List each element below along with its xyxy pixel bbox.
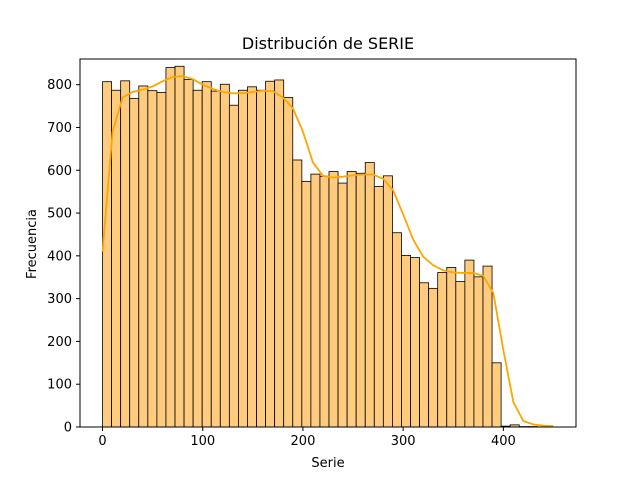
histogram-bar (392, 232, 402, 428)
y-tick-label: 300 (47, 292, 72, 307)
histogram-bar (138, 85, 149, 428)
histogram-bar (265, 80, 276, 428)
histogram-bar (437, 272, 448, 428)
histogram-bar (183, 79, 194, 428)
y-tick-label: 500 (47, 207, 72, 222)
histogram-bar (455, 281, 466, 428)
histogram-bar (192, 89, 203, 428)
histogram-bar (247, 86, 257, 428)
x-tick-label: 0 (98, 434, 106, 449)
histogram-bar (238, 89, 248, 428)
x-tick-label: 100 (190, 434, 215, 449)
histogram-bar (283, 97, 294, 428)
histogram-bar (382, 175, 393, 428)
histogram-bar (491, 362, 502, 428)
y-tick-label: 600 (47, 164, 72, 179)
histogram-bar (473, 276, 484, 428)
histogram-bar (410, 257, 420, 428)
chart-title: Distribución de SERIE (242, 34, 414, 53)
histogram-bar (464, 259, 475, 428)
histogram-bar (337, 182, 348, 428)
y-tick-label: 0 (64, 421, 72, 436)
histogram-bar (346, 171, 357, 428)
histogram-bar (219, 83, 230, 428)
x-tick-label: 300 (391, 434, 416, 449)
histogram-bar (373, 186, 384, 428)
histogram-bar (355, 172, 366, 428)
histogram-bar (102, 81, 113, 428)
histogram-bar (156, 91, 167, 428)
histogram-bar (174, 65, 185, 428)
y-tick-label: 700 (47, 121, 72, 136)
x-axis-label: Serie (311, 456, 344, 471)
histogram-bar (120, 80, 131, 428)
x-tick-label: 200 (291, 434, 316, 449)
histogram-bar (228, 104, 239, 428)
plot-frame (79, 58, 577, 428)
y-tick-label: 400 (47, 249, 72, 264)
x-axis-ticks: 0 100 200 300 400 (98, 427, 516, 449)
bars-group (102, 65, 538, 428)
histogram-bar (274, 79, 285, 428)
y-axis-ticks: 0 100 200 300 400 500 600 700 800 (47, 78, 80, 436)
histogram-bar (111, 89, 122, 428)
histogram-bar (165, 67, 176, 428)
histogram-bar (419, 282, 430, 428)
histogram-bar (364, 162, 375, 428)
histogram-bar (328, 171, 339, 428)
histogram-bar (129, 97, 140, 428)
histogram-bar (256, 89, 266, 428)
y-tick-label: 800 (47, 78, 72, 93)
y-tick-label: 100 (47, 378, 72, 393)
histogram-bar (446, 266, 457, 428)
histogram-bar (292, 159, 303, 428)
histogram-bar (210, 90, 221, 428)
histogram-bar (428, 287, 439, 428)
y-axis-label: Frecuencia (25, 209, 40, 279)
kde-curve (101, 75, 554, 428)
histogram-bar (301, 180, 312, 428)
histogram-bar (310, 173, 321, 428)
histogram-bar (319, 175, 330, 428)
histogram-bar (147, 90, 158, 428)
x-tick-label: 400 (491, 434, 516, 449)
histogram-bar (201, 81, 212, 428)
histogram-bar (401, 255, 411, 428)
y-tick-label: 200 (47, 335, 72, 350)
